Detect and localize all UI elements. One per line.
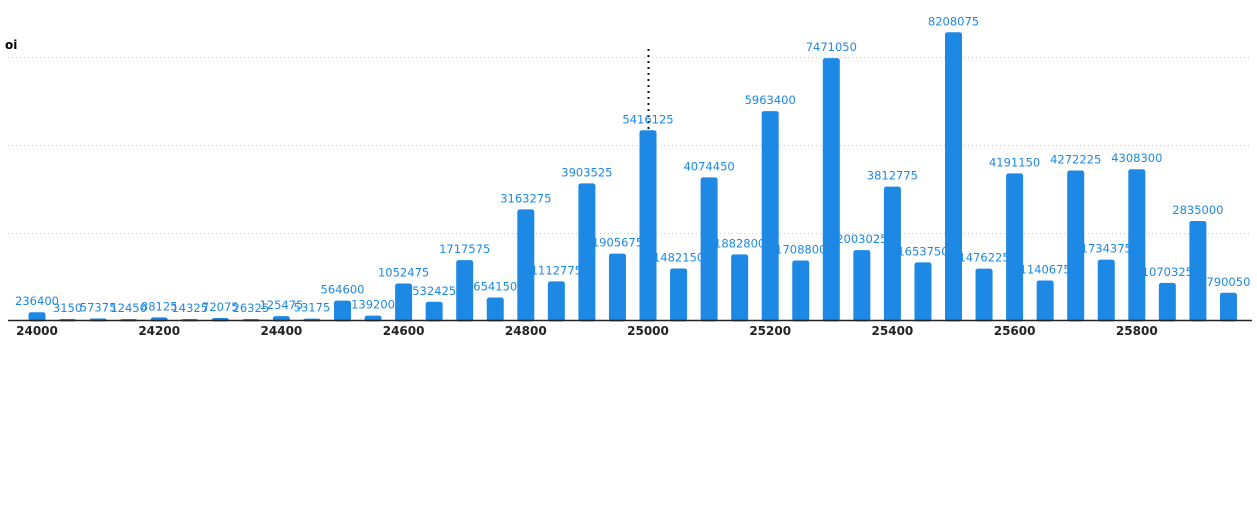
gridlines	[8, 57, 1252, 234]
bar-value-label: 790050	[1206, 275, 1250, 289]
bar-value-label: 1708800	[775, 242, 826, 256]
bar[interactable]	[670, 268, 688, 322]
bar-value-label: 4074450	[683, 159, 734, 173]
bar-value-label: 1476225	[958, 251, 1009, 265]
bar-value-label: 564600	[321, 283, 365, 297]
x-tick-label: 25600	[994, 324, 1036, 338]
bar[interactable]	[731, 254, 749, 322]
bar[interactable]	[761, 111, 779, 322]
bar-value-label: 3812775	[867, 169, 918, 183]
bar[interactable]	[975, 268, 993, 322]
bar-value-label: 4272225	[1050, 152, 1101, 166]
bar-value-label: 7471050	[806, 40, 857, 54]
bar-value-label: 2003025	[836, 232, 887, 246]
bar-value-label: 236400	[15, 294, 59, 308]
bar-value-label: 1882800	[714, 236, 765, 250]
bar-value-label: 5416125	[622, 112, 673, 126]
bar[interactable]	[1189, 220, 1207, 322]
bar[interactable]	[1006, 173, 1024, 322]
bar[interactable]	[822, 58, 840, 322]
bar-value-label: 88125	[141, 299, 178, 313]
bar-value-label: 1112775	[531, 263, 582, 277]
bar[interactable]	[28, 312, 46, 322]
bar-value-label: 3163275	[500, 191, 551, 205]
bar[interactable]	[578, 183, 596, 322]
bar-value-label: 4308300	[1111, 151, 1162, 165]
x-tick-label: 25800	[1116, 324, 1158, 338]
bar-value-label: 1717575	[439, 242, 490, 256]
bars	[28, 32, 1237, 322]
bar[interactable]	[456, 260, 474, 322]
x-tick-label: 24000	[16, 324, 58, 338]
bar[interactable]	[945, 32, 962, 322]
x-tick-label: 24400	[261, 324, 303, 338]
bar[interactable]	[883, 186, 901, 322]
bar-value-label: 1140675	[1020, 262, 1071, 276]
bar-value-label: 4191150	[989, 155, 1040, 169]
bar[interactable]	[914, 262, 932, 322]
bar-value-label: 12450	[110, 301, 147, 315]
bar[interactable]	[608, 253, 626, 322]
bar-value-label: 125475	[259, 298, 303, 312]
bar-value-label: 532425	[412, 284, 456, 298]
bar-value-label: 72075	[202, 300, 239, 314]
bar-value-label: 8208075	[928, 14, 979, 28]
x-tick-label: 24200	[138, 324, 180, 338]
x-tick-label: 25400	[872, 324, 914, 338]
bar-value-label: 3903525	[561, 165, 612, 179]
bar[interactable]	[700, 177, 718, 322]
bar[interactable]	[334, 300, 351, 322]
bar[interactable]	[1219, 292, 1237, 322]
bar-value-label: 5963400	[745, 93, 796, 107]
bar[interactable]	[547, 281, 565, 322]
bar-value-label: 26325	[233, 301, 270, 315]
x-tick-label: 25200	[749, 324, 791, 338]
bar[interactable]	[1128, 169, 1146, 322]
x-tick-label: 25000	[627, 324, 669, 338]
x-tick-label: 24800	[505, 324, 547, 338]
bar[interactable]	[1158, 282, 1176, 322]
bar-value-label: 1482150	[653, 250, 704, 264]
bar-value-label: 1653750	[897, 244, 948, 258]
bar[interactable]	[425, 301, 443, 322]
bar[interactable]	[1067, 170, 1085, 322]
bar-value-labels: 2364003150573751245088125143257207526325…	[15, 14, 1250, 315]
bar[interactable]	[853, 250, 871, 322]
bar[interactable]	[395, 283, 413, 322]
bar-value-label: 1734375	[1081, 242, 1132, 256]
x-axis-ticks: 24000 24200 24400 24600 24800 25000 25200 25400…	[16, 324, 1158, 338]
bar[interactable]	[1097, 259, 1115, 322]
bar-value-label: 53175	[294, 301, 331, 315]
bar-value-label: 14325	[171, 301, 208, 315]
bar[interactable]	[486, 297, 504, 322]
y-axis-label: oi	[5, 38, 17, 52]
bar-value-label: 139200	[351, 298, 395, 312]
bar-value-label: 2835000	[1172, 203, 1223, 217]
bar-value-label: 3150	[53, 301, 82, 315]
bar[interactable]	[1036, 280, 1054, 322]
bar[interactable]	[639, 130, 657, 322]
bar[interactable]	[517, 209, 535, 322]
bar-value-label: 654150	[473, 280, 517, 294]
bar-value-label: 1905675	[592, 236, 643, 250]
bar-value-label: 1052475	[378, 266, 429, 280]
bar-value-label: 57375	[80, 300, 117, 314]
bar-value-label: 1070325	[1142, 265, 1193, 279]
bar[interactable]	[792, 260, 810, 322]
x-tick-label: 24600	[383, 324, 425, 338]
